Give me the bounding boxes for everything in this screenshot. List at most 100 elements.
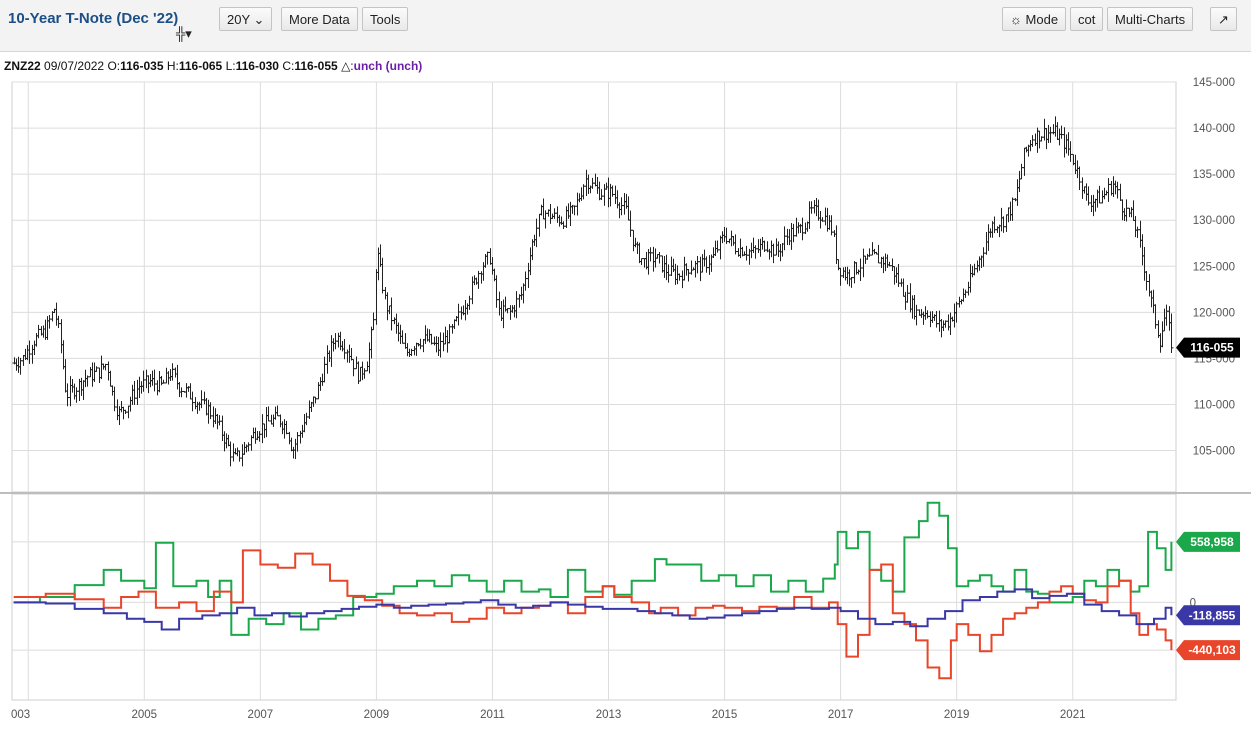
mode-button[interactable]: ☼ Mode [1002,7,1067,31]
chart-title[interactable]: 10-Year T-Note (Dec '22) [8,10,179,27]
ohlc-bar [514,291,519,319]
ohlc-bar [369,326,374,359]
ohlc-bar [170,363,175,381]
ohlc-bar [30,344,35,364]
ohlc-bar [905,285,910,303]
ohlc-bar [530,239,535,261]
ohlc-bar [202,391,207,405]
ohlc-bar [1111,176,1116,198]
ohlc-bar [995,226,1000,234]
ohlc-bar [16,356,21,373]
ohlc-bar [383,286,388,300]
x-tick-label: 2011 [480,709,505,721]
ohlc-bar [179,387,184,398]
ohlc-bar [1169,313,1174,353]
ohlc-bar [222,431,227,452]
price-panel-frame [11,81,1177,493]
multi-charts-button[interactable]: Multi-Charts [1107,7,1194,31]
tools-button[interactable]: Tools [362,7,409,31]
ohlc-bar [901,278,906,297]
ohlc-bar [841,267,846,278]
ohlc-bar [358,366,363,382]
ohlc-bar [782,226,787,251]
ohlc-bar [774,238,779,256]
ohlc-bar [197,401,202,411]
ohlc-bar [331,338,336,352]
ohlc-bar [282,419,287,439]
price-y-tick-label: 120-000 [1193,307,1235,319]
ohlc-bar [858,258,863,282]
expand-icon[interactable]: ↗ [1210,7,1237,31]
ohlc-bar [374,269,379,325]
ohlc-bar [342,339,347,360]
ohlc-bar [633,237,638,248]
ohlc-bar [199,390,204,409]
ohlc-bar [68,376,73,407]
ohlc-bar [1089,195,1094,212]
ohlc-bar [870,242,875,256]
more-data-button[interactable]: More Data [281,7,358,31]
ohlc-bar [304,412,309,426]
ohlc-bar [537,213,542,237]
ohlc-bar [1093,198,1098,212]
ohlc-bar [981,247,986,267]
ohlc-bar [849,277,854,288]
ohlc-bar [984,232,989,255]
ohlc-bar [698,256,703,282]
ohlc-bar [1124,199,1129,222]
ohlc-bar [1135,226,1140,238]
quote-high: 116-065 [178,59,223,73]
ohlc-bar [204,397,209,416]
ohlc-bar [63,359,68,393]
ohlc-bar [362,368,367,379]
period-dropdown[interactable]: 20Y ⌄ [219,7,273,31]
cot-y-tick-label: 0 [1190,597,1196,609]
ohlc-bar [438,332,443,358]
ohlc-bar [228,441,233,467]
ohlc-bar [700,254,705,273]
ohlc-bar [220,415,225,441]
cot-series-line-1 [13,501,1173,636]
ohlc-bar [970,265,975,278]
ohlc-bar [456,303,461,326]
chart-type-button[interactable]: ╬▾ [176,26,192,41]
ohlc-bar [597,181,602,201]
cot-button[interactable]: cot [1070,7,1104,31]
ohlc-bar [1075,160,1080,179]
ohlc-bar [615,190,620,209]
ohlc-bar [1133,215,1138,238]
ohlc-bar [903,291,908,310]
ohlc-bar [1068,141,1073,162]
ohlc-bar [224,433,229,449]
ohlc-bar [184,383,189,398]
ohlc-bar [206,399,211,424]
ohlc-bar [1167,306,1172,331]
ohlc-bar [173,367,178,378]
ohlc-bar [45,316,50,340]
cot-last-value-label: -440,103 [1188,643,1236,657]
ohlc-bar [908,283,913,313]
quote-info-bar: ZNZ22 09/07/2022 O:116-035 H:116-065 L:1… [4,59,422,73]
ohlc-bar [287,431,292,445]
ohlc-bar [865,253,870,260]
ohlc-bar [961,288,966,302]
ohlc-bar [255,431,260,441]
ohlc-bar [729,230,734,247]
ohlc-bar [175,364,180,390]
cot-series-line-3 [13,588,1173,631]
ohlc-bar [1062,127,1067,158]
ohlc-bar [322,356,327,383]
ohlc-bar [81,380,86,400]
cot-last-value-label: 558,958 [1190,535,1234,549]
ohlc-bar [534,218,539,248]
ohlc-bar [715,240,720,253]
ohlc-bar [834,225,839,264]
ohlc-bar [845,266,850,285]
ohlc-bar [664,254,669,281]
ohlc-bar [177,381,182,397]
ohlc-bar [378,244,383,267]
price-y-tick-label: 135-000 [1193,169,1235,181]
ohlc-bar [1142,247,1147,281]
ohlc-bar [1158,333,1163,353]
